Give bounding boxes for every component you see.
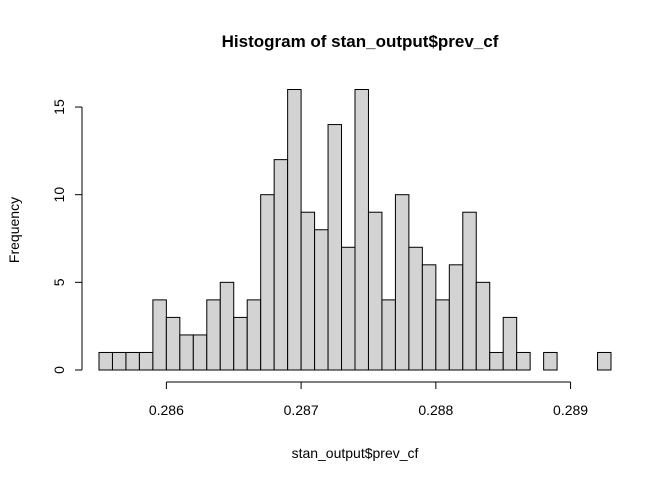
histogram-bar bbox=[408, 246, 423, 371]
histogram-bar bbox=[367, 211, 383, 371]
histogram-bar bbox=[152, 299, 167, 371]
histogram-bar bbox=[448, 264, 464, 371]
x-tick-label: 0.289 bbox=[553, 402, 588, 418]
x-tick-label: 0.286 bbox=[149, 402, 184, 418]
histogram-bar bbox=[327, 124, 343, 371]
histogram-bar bbox=[475, 281, 491, 371]
histogram-bar bbox=[260, 194, 275, 371]
y-axis-label: Frequency bbox=[6, 197, 22, 263]
x-tick-label: 0.288 bbox=[418, 402, 453, 418]
histogram-bar bbox=[273, 159, 289, 371]
histogram-bar bbox=[111, 351, 127, 371]
histogram-bar bbox=[179, 334, 194, 371]
histogram-bar bbox=[435, 299, 450, 371]
histogram-bar bbox=[246, 299, 262, 371]
histogram-bar bbox=[192, 334, 208, 371]
y-axis: 0 5 10 15 bbox=[51, 99, 83, 374]
histogram-bar bbox=[597, 351, 612, 371]
histogram-bar bbox=[98, 351, 113, 371]
histogram-bar bbox=[354, 89, 369, 371]
histogram-bar bbox=[219, 281, 235, 371]
histogram-bar bbox=[381, 299, 396, 371]
histogram-bar bbox=[394, 194, 410, 371]
histogram-bar bbox=[300, 211, 316, 371]
y-tick-label: 5 bbox=[51, 278, 67, 286]
histogram-bar bbox=[206, 299, 221, 371]
x-axis-label: stan_output$prev_cf bbox=[292, 445, 419, 461]
histogram-bar bbox=[516, 351, 531, 371]
x-axis: 0.286 0.287 0.288 0.289 bbox=[149, 381, 588, 418]
y-tick-label: 10 bbox=[51, 187, 67, 203]
histogram-bar bbox=[125, 351, 140, 371]
histogram-bar bbox=[502, 316, 518, 371]
histogram-bars bbox=[98, 89, 612, 371]
histogram-bar bbox=[165, 316, 181, 371]
histogram-bar bbox=[233, 316, 248, 371]
histogram-bar bbox=[138, 351, 154, 371]
histogram-bar bbox=[421, 264, 437, 371]
y-tick-label: 0 bbox=[51, 366, 67, 374]
y-tick-label: 15 bbox=[51, 99, 67, 115]
histogram-bar bbox=[314, 229, 329, 371]
histogram-bar bbox=[341, 246, 356, 371]
histogram-bar bbox=[489, 351, 504, 371]
histogram-bar bbox=[287, 89, 302, 371]
histogram-bar bbox=[543, 351, 558, 371]
histogram-bar bbox=[462, 211, 477, 371]
chart-title: Histogram of stan_output$prev_cf bbox=[222, 32, 499, 51]
x-tick-label: 0.287 bbox=[284, 402, 319, 418]
